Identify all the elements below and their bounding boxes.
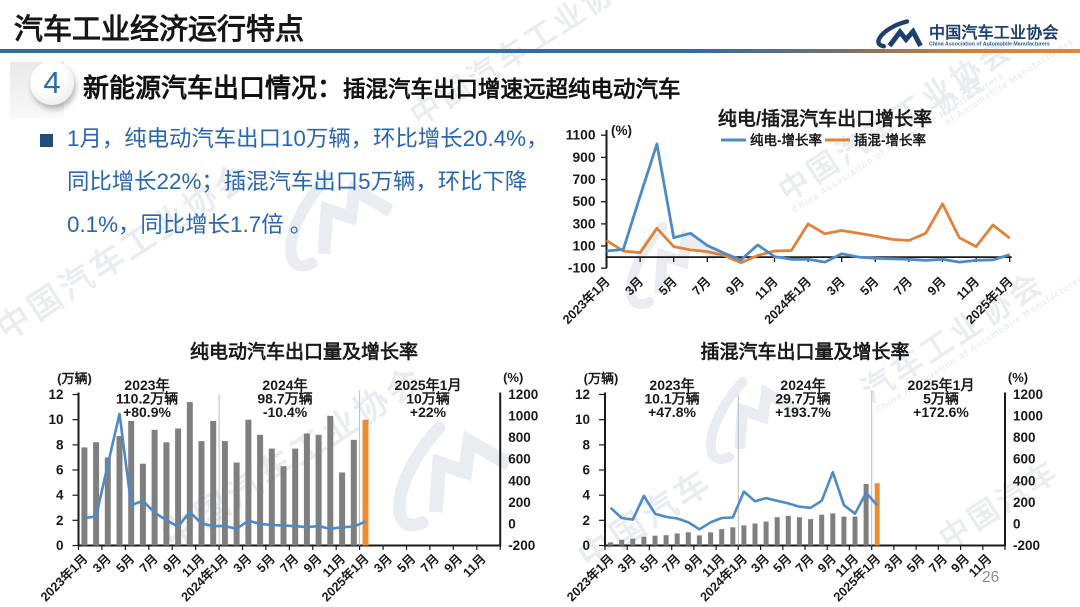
svg-text:100: 100: [572, 239, 595, 254]
svg-text:中国汽车工业协会: 中国汽车工业协会: [929, 23, 1059, 42]
svg-text:2: 2: [582, 513, 590, 528]
svg-text:3月: 3月: [615, 552, 639, 576]
svg-text:10: 10: [48, 412, 63, 427]
svg-text:-200: -200: [1013, 538, 1040, 553]
svg-text:7月: 7月: [793, 552, 817, 576]
svg-text:2023年: 2023年: [124, 377, 169, 393]
svg-text:7月: 7月: [660, 552, 684, 576]
svg-text:2023年1月: 2023年1月: [559, 274, 612, 327]
svg-text:5月: 5月: [114, 552, 138, 576]
svg-text:4: 4: [56, 488, 64, 503]
svg-text:6: 6: [582, 463, 590, 478]
svg-text:11月: 11月: [954, 274, 982, 302]
svg-text:10万辆: 10万辆: [406, 391, 450, 407]
svg-text:+193.7%: +193.7%: [775, 404, 831, 420]
svg-text:1000: 1000: [508, 409, 538, 424]
svg-text:2: 2: [56, 513, 64, 528]
svg-text:(万辆): (万辆): [57, 371, 92, 386]
svg-text:-100: -100: [568, 261, 596, 276]
svg-text:200: 200: [1013, 495, 1036, 510]
svg-text:600: 600: [508, 452, 531, 467]
svg-text:800: 800: [508, 430, 531, 445]
svg-text:11月: 11月: [752, 274, 780, 302]
svg-text:7月: 7月: [418, 552, 442, 576]
svg-text:98.7万辆: 98.7万辆: [257, 391, 312, 407]
svg-text:(%): (%): [503, 370, 523, 385]
svg-text:110.2万辆: 110.2万辆: [116, 391, 178, 407]
svg-text:3月: 3月: [231, 552, 255, 576]
svg-text:3月: 3月: [90, 552, 114, 576]
svg-text:2025年1月: 2025年1月: [908, 377, 975, 393]
svg-text:5月: 5月: [395, 552, 419, 576]
svg-text:5月: 5月: [637, 552, 661, 576]
svg-text:2023年1月: 2023年1月: [37, 551, 90, 604]
svg-text:3月: 3月: [622, 274, 646, 298]
svg-text:300: 300: [572, 216, 595, 231]
svg-text:2024年: 2024年: [262, 377, 307, 393]
svg-text:5月: 5月: [904, 552, 928, 576]
svg-text:0: 0: [1013, 516, 1021, 531]
svg-text:400: 400: [1013, 473, 1036, 488]
svg-text:200: 200: [508, 495, 531, 510]
svg-text:-200: -200: [508, 538, 535, 553]
svg-text:-10.4%: -10.4%: [263, 404, 308, 420]
svg-text:0: 0: [508, 516, 516, 531]
svg-text:+80.9%: +80.9%: [123, 404, 171, 420]
svg-text:12: 12: [48, 387, 63, 402]
svg-text:China Association of Automobil: China Association of Automobile Manufact…: [929, 42, 1050, 48]
svg-text:4: 4: [582, 488, 590, 503]
svg-text:3月: 3月: [371, 552, 395, 576]
svg-text:5月: 5月: [254, 552, 278, 576]
svg-text:10: 10: [575, 412, 590, 427]
svg-text:1100: 1100: [566, 128, 596, 143]
svg-text:0: 0: [56, 538, 64, 553]
svg-text:+172.6%: +172.6%: [913, 404, 969, 420]
svg-text:8: 8: [582, 437, 590, 452]
svg-text:7月: 7月: [926, 552, 950, 576]
svg-text:700: 700: [572, 172, 595, 187]
svg-text:11月: 11月: [460, 552, 488, 580]
svg-text:8: 8: [56, 437, 64, 452]
svg-text:(%): (%): [611, 123, 632, 138]
svg-text:7月: 7月: [137, 552, 161, 576]
svg-text:(%): (%): [1008, 370, 1028, 385]
svg-text:(万辆): (万辆): [584, 371, 619, 386]
svg-text:纯电-增长率: 纯电-增长率: [750, 132, 822, 148]
svg-text:0: 0: [582, 538, 590, 553]
svg-text:插混-增长率: 插混-增长率: [854, 132, 926, 148]
svg-text:600: 600: [1013, 452, 1036, 467]
svg-text:+22%: +22%: [410, 404, 447, 420]
svg-text:3月: 3月: [748, 552, 772, 576]
svg-text:5月: 5月: [858, 274, 882, 298]
svg-text:2024年: 2024年: [780, 377, 825, 393]
svg-text:3月: 3月: [882, 552, 906, 576]
svg-text:3月: 3月: [824, 274, 848, 298]
svg-text:10.1万辆: 10.1万辆: [644, 391, 699, 407]
svg-text:2023年1月: 2023年1月: [564, 551, 617, 604]
svg-text:29.7万辆: 29.7万辆: [775, 391, 830, 407]
svg-text:1200: 1200: [508, 387, 538, 402]
svg-text:7月: 7月: [278, 552, 302, 576]
svg-text:1200: 1200: [1013, 387, 1043, 402]
svg-text:2025年1月: 2025年1月: [395, 377, 462, 393]
svg-text:纯电/插混汽车出口增长率: 纯电/插混汽车出口增长率: [718, 107, 932, 130]
svg-text:9月: 9月: [925, 274, 949, 298]
svg-text:7月: 7月: [891, 274, 915, 298]
svg-text:800: 800: [1013, 430, 1036, 445]
svg-text:12: 12: [575, 387, 590, 402]
svg-text:500: 500: [572, 194, 595, 209]
svg-text:5月: 5月: [771, 552, 795, 576]
svg-text:2023年: 2023年: [649, 377, 694, 393]
svg-text:400: 400: [508, 473, 531, 488]
svg-text:5月: 5月: [656, 274, 680, 298]
svg-text:6: 6: [56, 463, 64, 478]
svg-text:1000: 1000: [1013, 409, 1043, 424]
svg-text:7月: 7月: [690, 274, 714, 298]
svg-text:5万辆: 5万辆: [923, 391, 959, 407]
svg-text:900: 900: [572, 150, 595, 165]
svg-text:+47.8%: +47.8%: [648, 404, 696, 420]
svg-text:9月: 9月: [723, 274, 747, 298]
svg-text:纯电动汽车出口量及增长率: 纯电动汽车出口量及增长率: [190, 340, 418, 363]
svg-text:插混汽车出口量及增长率: 插混汽车出口量及增长率: [700, 340, 909, 363]
